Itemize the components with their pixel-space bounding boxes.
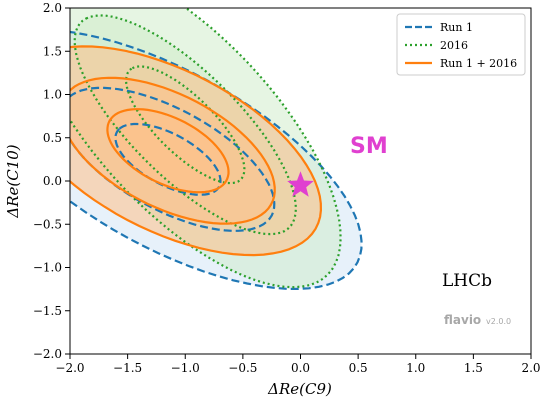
legend-label-combined: Run 1 + 2016 (440, 57, 517, 70)
flavio-version: v2.0.0 (486, 317, 511, 326)
x-tick-label: −0.5 (228, 361, 257, 375)
x-tick-label: 1.5 (464, 361, 483, 375)
contour-line-2016-level-2 (73, 14, 298, 236)
contour-line-2016-level-3 (70, 8, 342, 289)
x-tick-label: 1.0 (406, 361, 425, 375)
y-tick-label: 1.5 (43, 44, 62, 58)
x-tick-label: 0.0 (291, 361, 310, 375)
legend-label-2016: 2016 (440, 39, 468, 52)
x-tick-label: −1.0 (171, 361, 200, 375)
contour-line-run-1-2016-level-1 (106, 108, 230, 194)
contour-line-run-1-2016-level-2 (70, 76, 276, 225)
contour-line-run-1-2016-level-3 (70, 45, 323, 257)
series-run-1-2016-lines (70, 45, 323, 257)
contour-fill-run-1-2016-level-1 (107, 109, 229, 193)
lhcb-annotation: LHCb (442, 271, 492, 291)
y-tick-label: 0.5 (43, 131, 62, 145)
y-tick-label: 2.0 (43, 1, 62, 15)
legend-frame (396, 13, 526, 76)
y-tick-label: 0.0 (43, 174, 62, 188)
sm-star-marker (287, 171, 314, 197)
x-tick-label: −1.5 (113, 361, 142, 375)
legend: Run 1 2016 Run 1 + 2016 (396, 13, 526, 76)
sm-annotation: SM (350, 134, 388, 159)
y-tick-label: −0.5 (33, 217, 62, 231)
y-tick-label: −2.0 (33, 347, 62, 361)
series-2016-lines (70, 8, 342, 289)
contour-layer (70, 8, 363, 291)
x-tick-label: 2.0 (521, 361, 540, 375)
contour-line-2016-level-1 (124, 65, 246, 185)
x-axis: −2.0 −1.5 −1.0 −0.5 0.0 0.5 1.0 1.5 2.0 (55, 354, 541, 375)
y-tick-label: 1.0 (43, 88, 62, 102)
sm-point (287, 171, 314, 197)
x-tick-label: −2.0 (55, 361, 84, 375)
y-tick-label: −1.0 (33, 261, 62, 275)
x-axis-label: ΔRe(C9) (267, 380, 332, 398)
y-tick-label: −1.5 (33, 304, 62, 318)
legend-label-run1: Run 1 (440, 21, 473, 34)
y-axis: −2.0 −1.5 −1.0 −0.5 0.0 0.5 1.0 1.5 2.0 (33, 1, 70, 361)
contour-line-run-1-level-3 (70, 30, 363, 291)
contour-line-run-1-level-2 (70, 86, 276, 232)
series-run-1-2016-fills (70, 46, 321, 256)
y-axis-label: ΔRe(C10) (4, 144, 22, 218)
x-tick-label: 0.5 (349, 361, 368, 375)
flavio-watermark: flavio (444, 313, 481, 327)
